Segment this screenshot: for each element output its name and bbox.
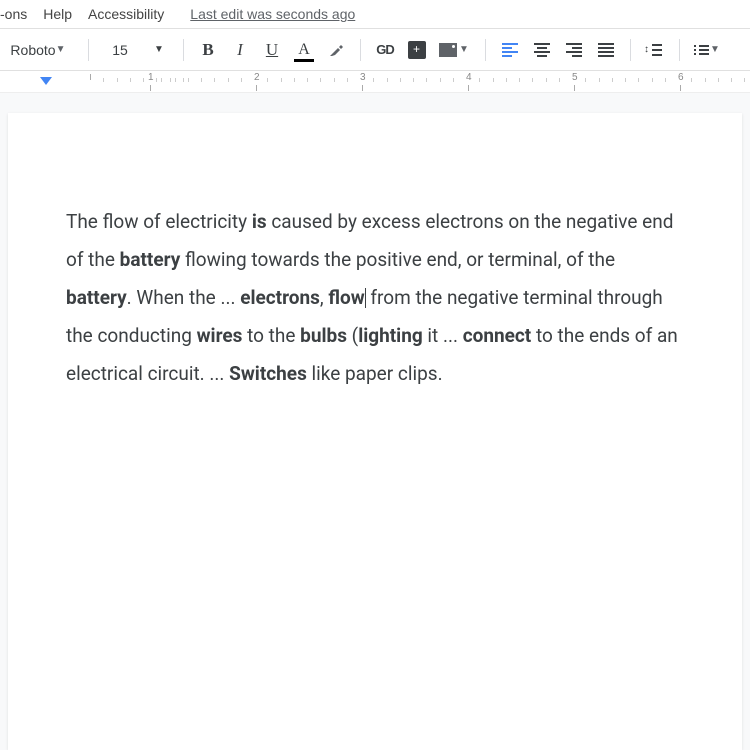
align-right-button[interactable] [560, 36, 588, 64]
align-left-icon [502, 43, 518, 57]
bold-icon: B [202, 40, 213, 60]
text-run: lighting [358, 324, 423, 347]
link-icon: GD [376, 42, 394, 57]
highlight-button[interactable] [322, 36, 350, 64]
line-spacing-icon [648, 44, 662, 56]
ruler-mark: 4 [466, 74, 472, 91]
text-run: bulbs [300, 324, 347, 347]
chevron-down-icon[interactable]: ▼ [145, 36, 173, 64]
text-run: like paper clips. [307, 362, 443, 385]
text-run: wires [197, 324, 243, 347]
text-run: connect [463, 324, 532, 347]
ruler-mark: 5 [572, 74, 578, 91]
ruler-mark: 6 [678, 74, 684, 91]
text-run: electrons [240, 286, 320, 309]
italic-icon: I [237, 40, 243, 60]
text-run: . When the ... [127, 286, 241, 309]
text-run: is [252, 210, 267, 233]
image-icon [439, 43, 457, 57]
line-spacing-button[interactable] [641, 36, 669, 64]
editor-canvas: The flow of electricity is caused by exc… [0, 93, 750, 750]
align-justify-icon [598, 43, 614, 57]
toolbar-divider [360, 39, 361, 61]
text-color-button[interactable]: A [290, 36, 318, 64]
underline-icon: U [266, 40, 278, 60]
text-run: flow [328, 286, 364, 309]
indent-marker[interactable] [40, 77, 52, 85]
toolbar-divider [88, 39, 89, 61]
document-page[interactable]: The flow of electricity is caused by exc… [8, 113, 742, 750]
text-run: battery [120, 248, 181, 271]
format-toolbar: Roboto ▼ 15 ▼ B I U A GD + ▼ [0, 29, 750, 71]
comment-icon: + [408, 41, 426, 59]
horizontal-ruler[interactable]: 1 2 3 4 5 6 [0, 71, 750, 93]
align-right-icon [566, 43, 582, 57]
chevron-down-icon: ▼ [710, 44, 722, 55]
align-center-icon [534, 43, 550, 57]
chevron-down-icon: ▼ [56, 44, 68, 55]
bold-button[interactable]: B [194, 36, 222, 64]
text-run: Switches [229, 362, 307, 385]
menu-addons[interactable]: -ons [0, 6, 27, 22]
toolbar-divider [183, 39, 184, 61]
insert-image-button[interactable]: ▼ [435, 36, 475, 64]
ruler-mark [90, 74, 91, 80]
checklist-button[interactable]: ▼ [690, 36, 726, 64]
add-comment-button[interactable]: + [403, 36, 431, 64]
underline-button[interactable]: U [258, 36, 286, 64]
menu-accessibility[interactable]: Accessibility [88, 6, 164, 22]
font-size-value: 15 [112, 42, 128, 58]
text-color-icon: A [298, 41, 310, 59]
align-justify-button[interactable] [592, 36, 620, 64]
docs-window: -ons Help Accessibility Last edit was se… [0, 0, 750, 750]
italic-button[interactable]: I [226, 36, 254, 64]
ruler-mark: 3 [360, 74, 366, 91]
font-family-select[interactable]: Roboto ▼ [0, 36, 78, 64]
font-family-value: Roboto [10, 42, 55, 58]
text-run: ( [347, 324, 358, 347]
highlight-icon [328, 42, 344, 58]
ruler-mark: 2 [254, 74, 260, 91]
align-center-button[interactable] [528, 36, 556, 64]
paragraph[interactable]: The flow of electricity is caused by exc… [66, 203, 684, 393]
menubar: -ons Help Accessibility Last edit was se… [0, 0, 750, 29]
toolbar-divider [485, 39, 486, 61]
last-edit-status[interactable]: Last edit was seconds ago [190, 6, 355, 22]
toolbar-divider [630, 39, 631, 61]
text-run: The flow of electricity [66, 210, 252, 233]
chevron-down-icon: ▼ [459, 44, 471, 55]
text-run: battery [66, 286, 127, 309]
font-size-select[interactable]: 15 [99, 36, 141, 64]
toolbar-divider [679, 39, 680, 61]
checklist-icon [694, 45, 710, 55]
ruler-mark: 1 [148, 74, 154, 91]
text-run: flowing towards the positive end, or ter… [180, 248, 615, 271]
menu-help[interactable]: Help [43, 6, 72, 22]
text-cursor [365, 288, 366, 308]
insert-link-button[interactable]: GD [371, 36, 399, 64]
text-run: to the [242, 324, 300, 347]
align-left-button[interactable] [496, 36, 524, 64]
text-run: it ... [423, 324, 463, 347]
